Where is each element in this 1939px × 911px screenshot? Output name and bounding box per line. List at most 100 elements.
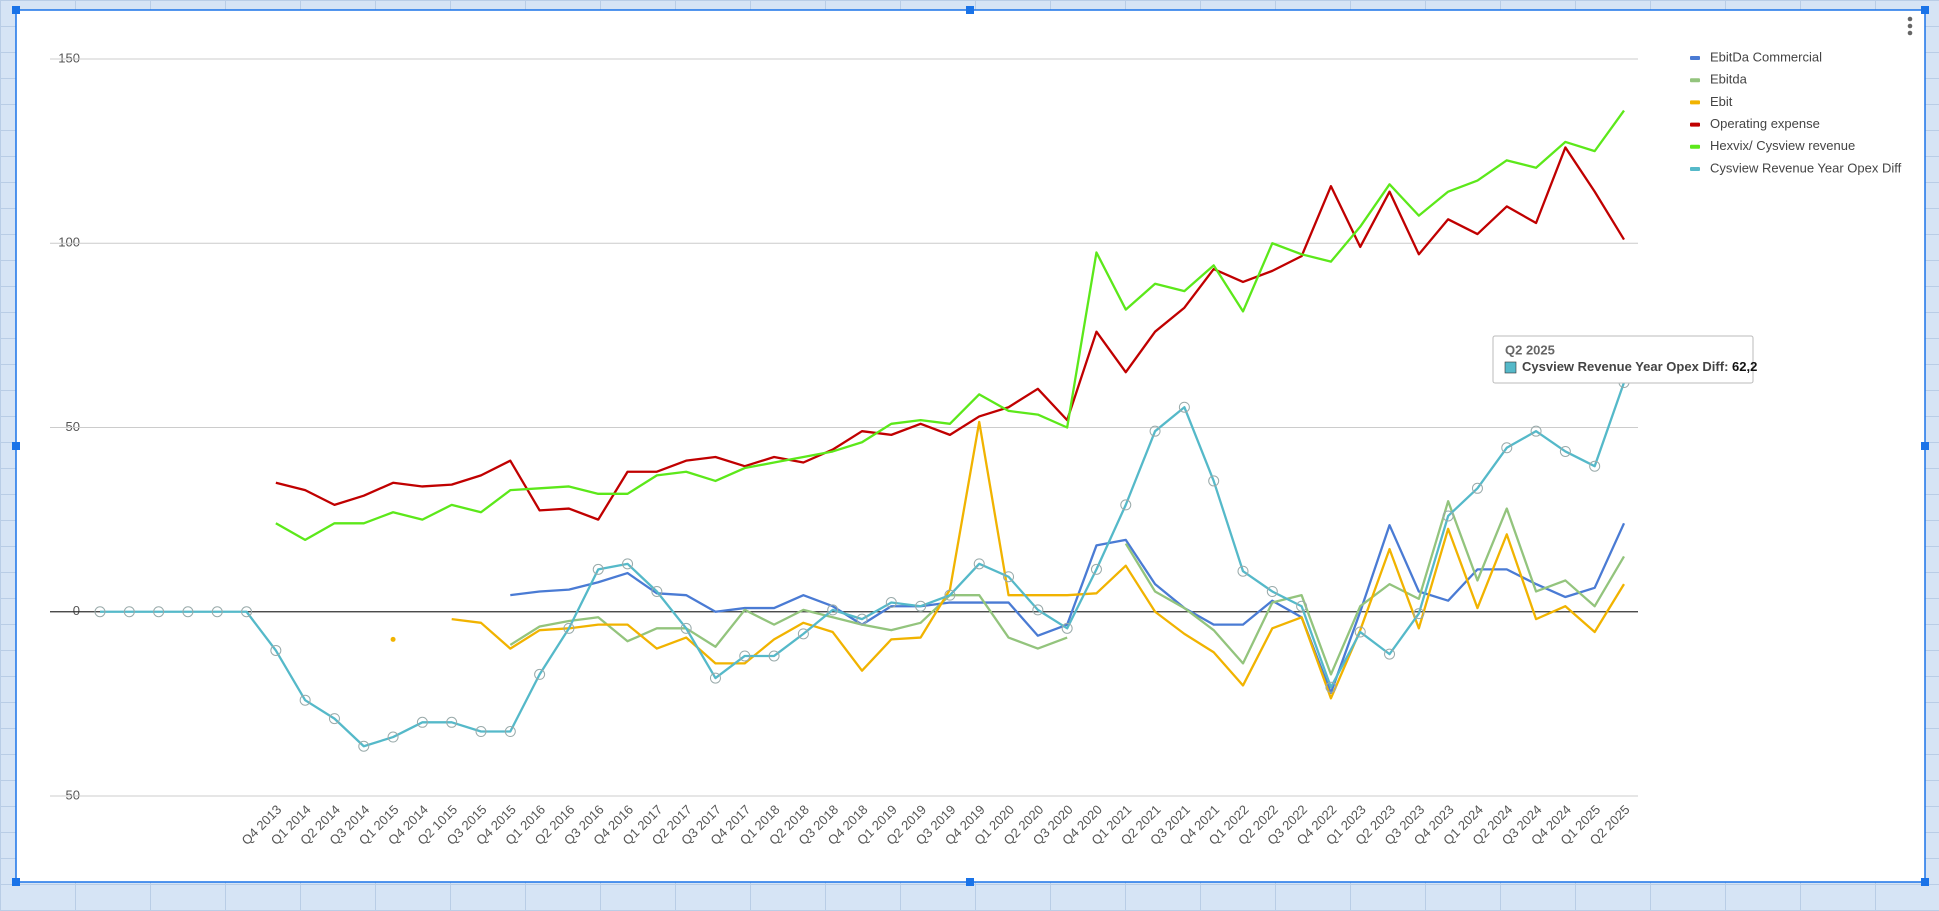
line — [510, 522, 1626, 694]
point-marker — [416, 716, 428, 728]
point-marker — [1442, 510, 1454, 522]
point-marker — [1354, 626, 1366, 638]
point-marker — [1149, 425, 1161, 437]
point-marker — [358, 740, 370, 752]
point-marker — [1208, 475, 1220, 487]
selection-handles[interactable] — [12, 6, 1929, 886]
tooltip-value: 62,2 — [1732, 359, 1757, 374]
point-marker — [1003, 571, 1015, 583]
point-marker — [1589, 460, 1601, 472]
handle[interactable] — [966, 878, 974, 886]
y-tick-label: 50 — [66, 419, 80, 434]
point-marker — [1120, 499, 1132, 511]
point-marker — [709, 672, 721, 684]
point-marker — [241, 606, 253, 618]
tooltip-box — [1492, 335, 1754, 384]
point-marker — [1471, 482, 1483, 494]
menu-dot[interactable] — [1907, 23, 1913, 29]
point-marker — [270, 644, 282, 656]
point-marker — [915, 600, 927, 612]
tooltip: Q2 2025 Cysview Revenue Year Opex Diff: … — [1492, 335, 1757, 384]
point-marker — [328, 713, 340, 725]
handle[interactable] — [12, 442, 20, 450]
y-tick-label: 100 — [58, 235, 80, 250]
point-marker — [446, 716, 458, 728]
legend-label: Ebitda — [1710, 72, 1748, 87]
point-marker — [387, 731, 399, 743]
point-marker — [123, 606, 135, 618]
point-marker — [1178, 401, 1190, 413]
y-tick-label: 150 — [58, 50, 80, 65]
y-tick-label: -50 — [61, 787, 80, 802]
point-marker — [1325, 681, 1337, 693]
point-marker — [1237, 565, 1249, 577]
tooltip-swatch — [1504, 361, 1517, 374]
point-marker — [1413, 608, 1425, 620]
point-marker — [182, 606, 194, 618]
point-marker — [739, 650, 751, 662]
point-marker — [1296, 600, 1308, 612]
handle[interactable] — [966, 6, 974, 14]
point-marker — [211, 606, 223, 618]
point-marker — [563, 622, 575, 634]
point-marker — [299, 694, 311, 706]
menu-dot[interactable] — [1907, 30, 1913, 36]
handle[interactable] — [1921, 442, 1929, 450]
point-marker — [1501, 442, 1513, 454]
line — [275, 109, 1625, 542]
legend-swatch — [1690, 78, 1700, 83]
legend-swatch — [1690, 100, 1700, 105]
legend-swatch — [1690, 122, 1700, 127]
point-marker — [622, 558, 634, 570]
chart-menu[interactable] — [1907, 16, 1913, 36]
point-marker — [973, 558, 985, 570]
line — [275, 146, 1625, 521]
legend-label: Operating expense — [1710, 116, 1820, 131]
legend-swatch — [1690, 167, 1700, 171]
point-marker — [1032, 604, 1044, 616]
chart-frame[interactable] — [15, 9, 1926, 883]
point-marker — [1061, 622, 1073, 634]
point-marker — [885, 597, 897, 609]
point-marker — [1530, 425, 1542, 437]
y-tick-label: 0 — [73, 603, 80, 618]
legend: EbitDa Commercial Ebitda Ebit Operating exp… — [1690, 49, 1902, 175]
point-marker — [1384, 648, 1396, 660]
point-marker — [768, 650, 780, 662]
legend-label: EbitDa Commercial — [1710, 49, 1822, 64]
point-marker — [94, 606, 106, 618]
menu-dot[interactable] — [1907, 16, 1913, 22]
legend-label: Cysview Revenue Year Opex Diff — [1710, 160, 1902, 175]
point-marker — [504, 726, 516, 738]
legend-swatch — [1690, 144, 1700, 149]
line — [451, 420, 1625, 700]
handle[interactable] — [12, 878, 20, 886]
legend-label: Ebit — [1710, 94, 1733, 109]
handle[interactable] — [1921, 878, 1929, 886]
handle[interactable] — [12, 6, 20, 14]
point-marker — [944, 589, 956, 601]
line — [100, 382, 1626, 748]
line-point — [390, 636, 396, 642]
legend-label: Hexvix/ Cysview revenue — [1710, 138, 1855, 153]
point-marker — [592, 563, 604, 575]
point-marker — [1090, 563, 1102, 575]
point-marker — [475, 726, 487, 738]
handle[interactable] — [1921, 6, 1929, 14]
point-marker — [153, 606, 165, 618]
legend-swatch — [1690, 56, 1700, 60]
point-marker — [534, 668, 546, 680]
point-marker — [797, 628, 809, 640]
tooltip-content: Cysview Revenue Year Opex Diff: 62,2 — [1522, 359, 1757, 374]
tooltip-series: Cysview Revenue Year Opex Diff: — [1522, 359, 1728, 374]
point-marker — [651, 585, 663, 597]
line — [1124, 500, 1625, 676]
point-marker — [827, 604, 839, 616]
plot — [94, 109, 1630, 752]
point-marker — [680, 622, 692, 634]
line — [509, 594, 1068, 650]
point-marker — [856, 613, 868, 625]
point-marker — [1266, 585, 1278, 597]
point-marker — [1559, 445, 1571, 457]
